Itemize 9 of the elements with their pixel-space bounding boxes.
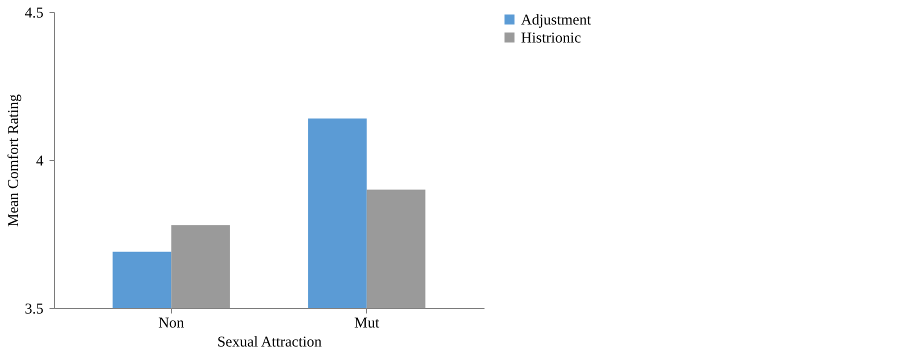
x-axis-title: Sexual Attraction xyxy=(217,334,322,350)
legend-label: Adjustment xyxy=(521,12,592,28)
y-axis-title: Mean Comfort Rating xyxy=(6,94,22,227)
x-tick-label: Non xyxy=(158,316,185,332)
x-tick-label: Mut xyxy=(354,316,380,332)
y-tick-label: 4.5 xyxy=(24,6,44,22)
y-tick-label: 4 xyxy=(36,154,44,170)
legend-label: Histrionic xyxy=(521,30,582,46)
y-tick-label: 3.5 xyxy=(24,302,44,318)
